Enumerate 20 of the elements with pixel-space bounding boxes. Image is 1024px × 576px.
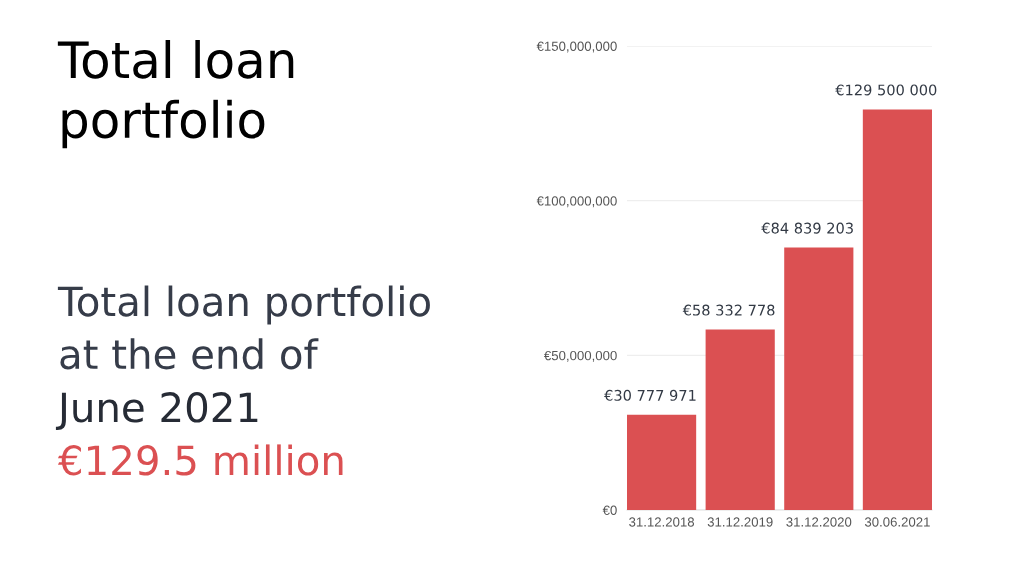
y-tick-label: €150,000,000 <box>536 41 617 53</box>
data-label: €84 839 203 <box>761 222 853 234</box>
y-tick-label: €50,000,000 <box>544 350 617 362</box>
y-tick-label: €0 <box>602 505 617 515</box>
x-tick-label: 31.12.2020 <box>786 517 852 527</box>
text: Total loan portfolio <box>57 40 294 149</box>
data-label: €58 332 778 <box>682 304 775 316</box>
text: Total loan portfolio at the end of <box>57 285 430 370</box>
x-tick-label: 30.06.2021 <box>864 517 930 527</box>
bar <box>705 329 775 510</box>
y-tick-label: €100,000,000 <box>536 196 617 208</box>
x-tick-label: 31.12.2018 <box>629 517 695 527</box>
data-label: €30 777 971 <box>604 389 696 401</box>
bar <box>627 414 697 510</box>
data-label: €129 500 000 <box>835 84 937 96</box>
text: June 2021 <box>55 392 258 431</box>
bar <box>862 109 932 510</box>
x-tick-label: 31.12.2019 <box>707 517 773 527</box>
text: €129.5 million <box>58 444 343 476</box>
bar <box>784 247 854 510</box>
